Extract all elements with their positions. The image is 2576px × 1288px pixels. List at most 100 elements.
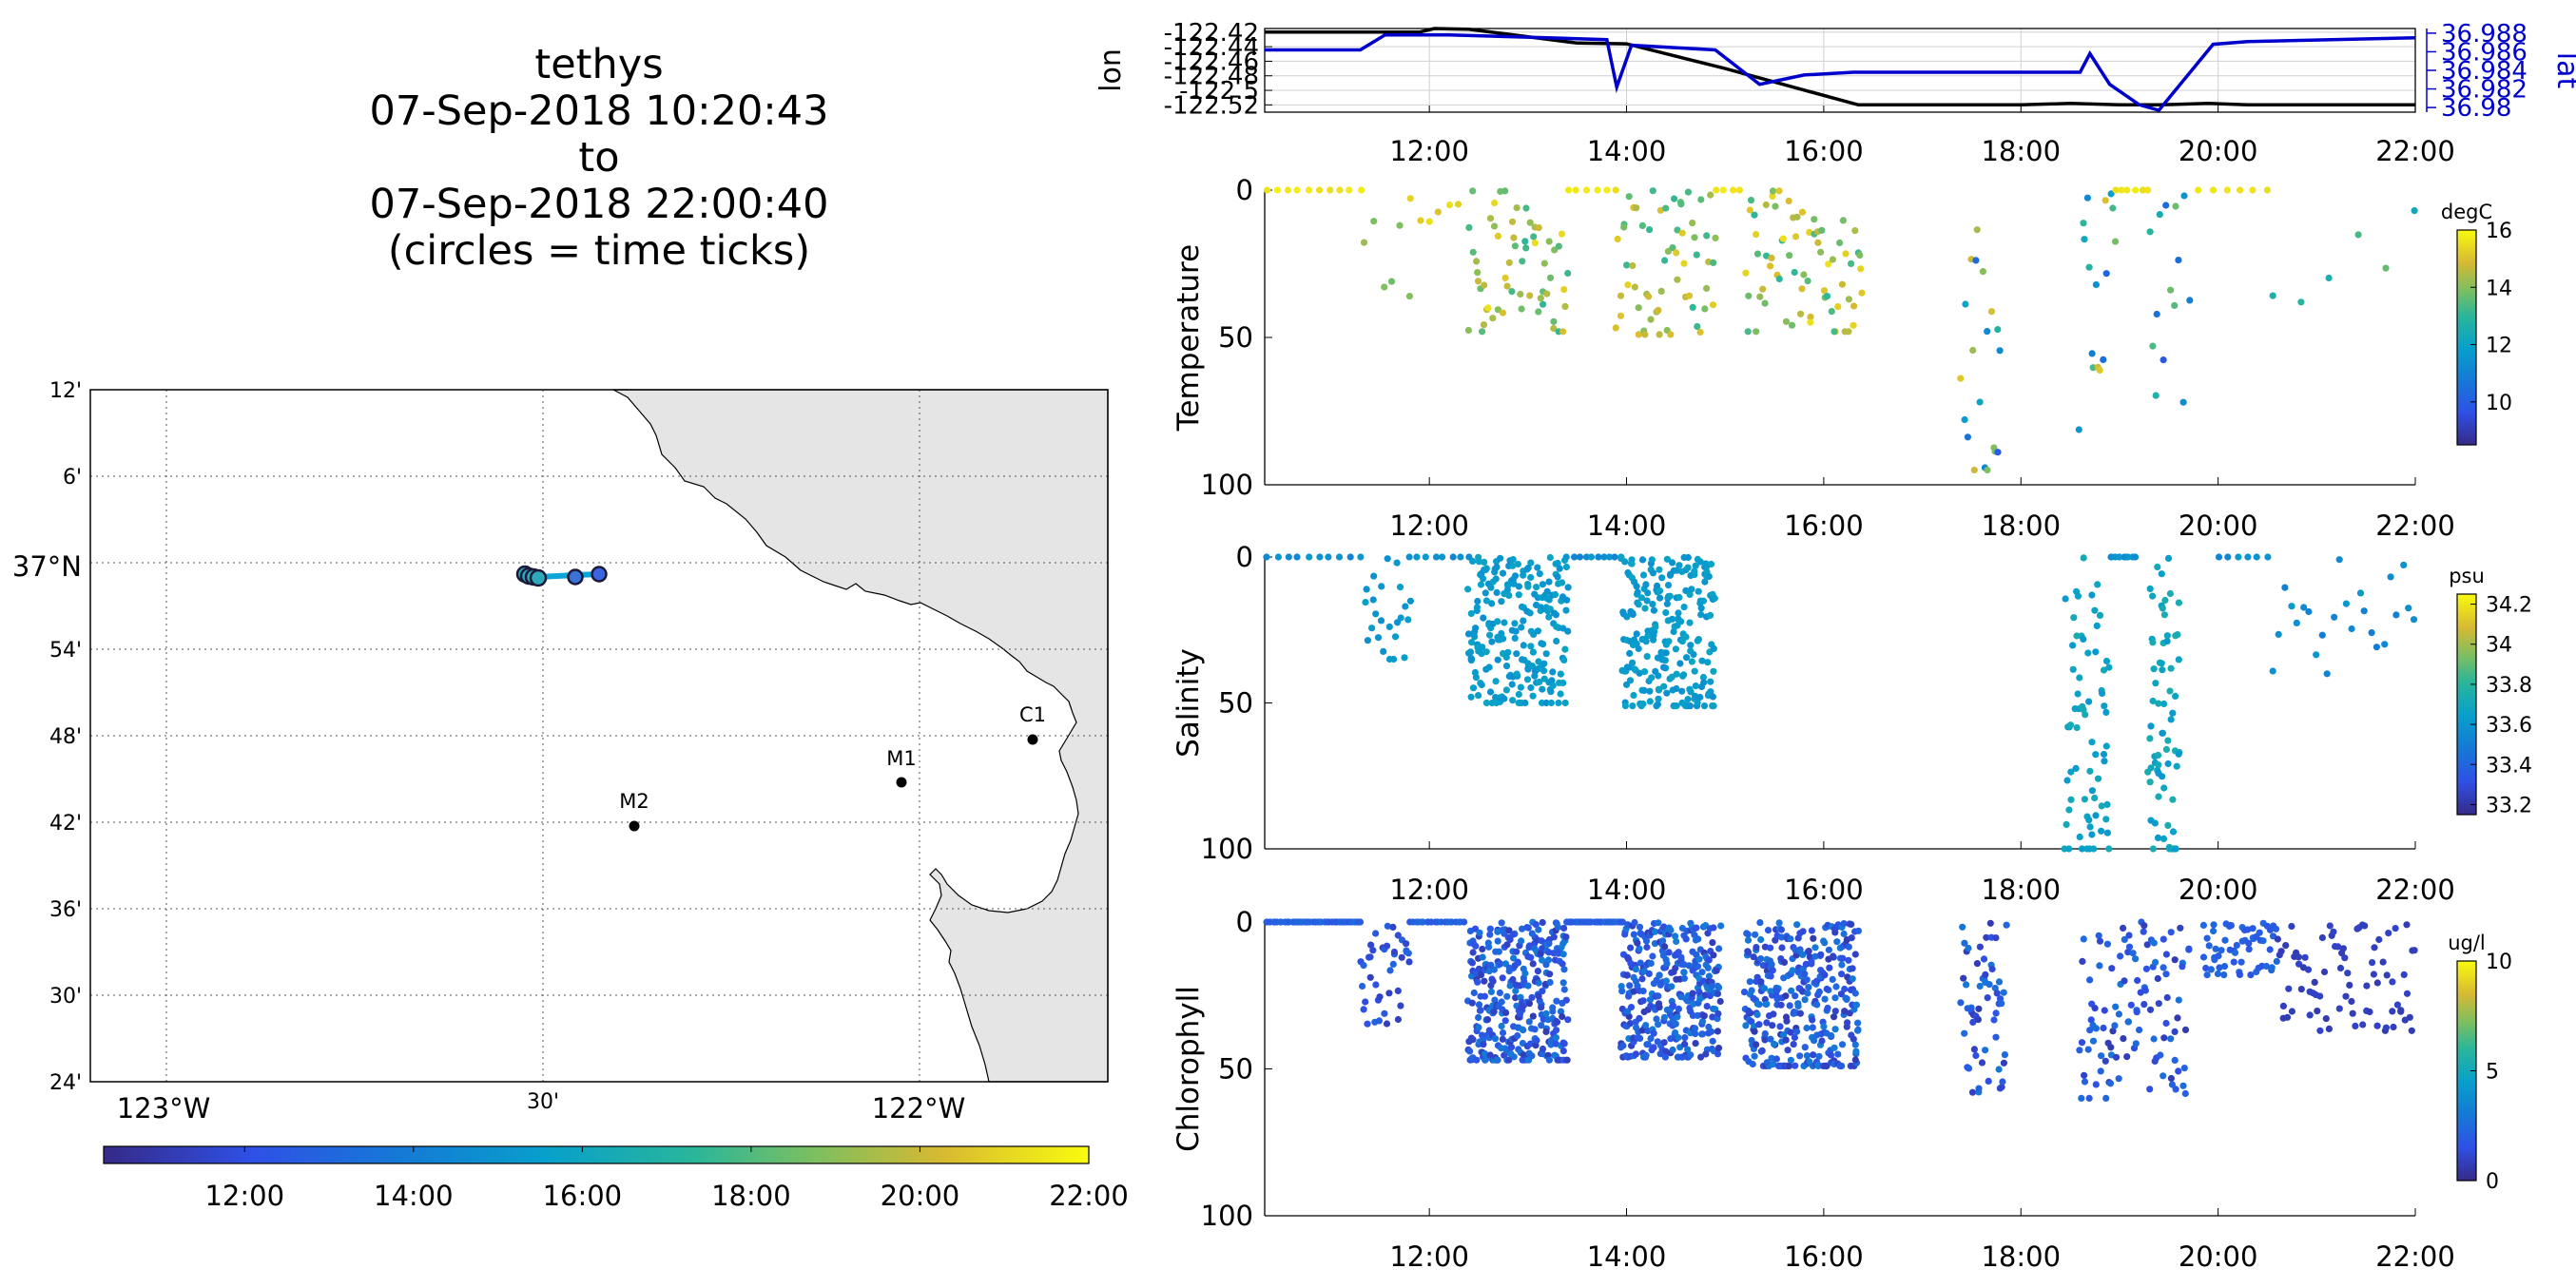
nav-time-tick-label: 14:00 xyxy=(1587,135,1667,167)
data-point xyxy=(1475,1001,1483,1009)
time-tick-label: 20:00 xyxy=(2179,1240,2258,1273)
data-point xyxy=(2274,935,2281,943)
data-point xyxy=(2382,264,2390,272)
data-point xyxy=(1672,645,1679,653)
data-point xyxy=(1801,996,1809,1004)
data-point xyxy=(1833,938,1841,946)
time-tick-label: 12:00 xyxy=(1389,874,1469,906)
data-point xyxy=(1526,1040,1535,1048)
data-point xyxy=(1393,559,1401,567)
data-point xyxy=(2100,1024,2107,1032)
data-point xyxy=(1820,287,1829,295)
data-point xyxy=(1815,988,1823,995)
data-point xyxy=(1524,564,1532,572)
data-point xyxy=(1779,235,1787,242)
data-point xyxy=(1983,933,1990,941)
data-point xyxy=(2075,426,2082,433)
data-point xyxy=(1499,309,1506,317)
data-point xyxy=(2157,1051,2164,1059)
data-point xyxy=(2331,613,2338,621)
data-point xyxy=(1692,1025,1699,1032)
data-point xyxy=(1961,415,1968,424)
data-point xyxy=(1684,553,1692,562)
time-colorbar-tick-label: 14:00 xyxy=(374,1180,454,1212)
data-point xyxy=(1962,300,1969,308)
data-point xyxy=(1510,234,1518,241)
lat-axis-label: lat xyxy=(2550,52,2576,89)
data-point xyxy=(1686,590,1694,599)
data-point xyxy=(1390,655,1398,663)
data-point xyxy=(2325,1025,2333,1032)
data-point xyxy=(1468,959,1476,967)
data-point xyxy=(1559,1048,1567,1055)
data-point xyxy=(1702,1050,1710,1058)
data-point xyxy=(1480,614,1487,622)
data-point xyxy=(2175,996,2182,1004)
data-point xyxy=(1432,553,1441,561)
data-point xyxy=(1850,1035,1857,1043)
data-point xyxy=(1545,613,1553,621)
data-point xyxy=(1532,921,1540,929)
data-point xyxy=(1663,689,1671,697)
data-point xyxy=(2158,660,2165,667)
data-point xyxy=(1681,1040,1689,1048)
data-point xyxy=(1709,1037,1716,1045)
data-point xyxy=(1767,944,1774,952)
data-point xyxy=(1818,1037,1826,1045)
data-point xyxy=(1466,648,1475,656)
data-point xyxy=(1502,663,1511,670)
data-point xyxy=(2120,1035,2127,1043)
data-point xyxy=(2363,982,2371,990)
data-point xyxy=(2389,1008,2396,1015)
data-point xyxy=(2336,964,2345,972)
data-point xyxy=(2359,1021,2367,1028)
data-point xyxy=(1672,1020,1679,1028)
time-tick-label: 16:00 xyxy=(1784,509,1864,542)
data-point xyxy=(1479,1031,1486,1039)
data-point xyxy=(2143,941,2151,949)
data-point xyxy=(1469,684,1478,692)
data-point xyxy=(1790,1041,1797,1048)
data-point xyxy=(2102,816,2110,823)
data-point xyxy=(1662,608,1670,617)
data-point xyxy=(1526,292,1534,299)
data-point xyxy=(2150,939,2158,947)
time-colorbar-gradient xyxy=(103,1145,1090,1164)
data-point xyxy=(1501,1017,1509,1025)
data-point xyxy=(1705,956,1713,964)
time-colorbar-tick-label: 22:00 xyxy=(1049,1180,1129,1212)
data-point xyxy=(2186,297,2194,304)
data-point xyxy=(1807,318,1814,326)
data-point xyxy=(1641,605,1649,612)
data-point xyxy=(1529,648,1537,656)
data-point xyxy=(1798,285,1806,293)
data-point xyxy=(1782,992,1790,1000)
data-point xyxy=(2220,963,2229,971)
data-point xyxy=(1376,993,1384,1001)
data-point xyxy=(1838,971,1846,978)
data-point xyxy=(2160,356,2167,364)
data-point xyxy=(1655,306,1662,314)
data-point xyxy=(1525,1018,1533,1026)
data-point xyxy=(1674,1013,1681,1021)
data-point xyxy=(2079,957,2086,966)
data-point xyxy=(1674,276,1681,283)
data-point xyxy=(1553,1027,1560,1034)
data-point xyxy=(2086,1027,2094,1034)
data-point xyxy=(2102,742,2110,750)
data-point xyxy=(2121,977,2128,985)
data-point xyxy=(1372,930,1380,937)
data-point xyxy=(2316,1027,2324,1034)
data-point xyxy=(1650,1029,1657,1037)
data-point xyxy=(1561,699,1569,707)
data-point xyxy=(1769,187,1777,195)
data-point xyxy=(2293,619,2300,627)
data-point xyxy=(1476,929,1483,936)
data-point xyxy=(2101,758,2108,765)
data-point xyxy=(1524,583,1532,590)
data-point xyxy=(2141,987,2149,994)
data-point xyxy=(2352,1022,2359,1029)
data-point xyxy=(2306,1011,2314,1019)
data-point xyxy=(1360,962,1367,970)
data-point xyxy=(2373,1022,2381,1029)
